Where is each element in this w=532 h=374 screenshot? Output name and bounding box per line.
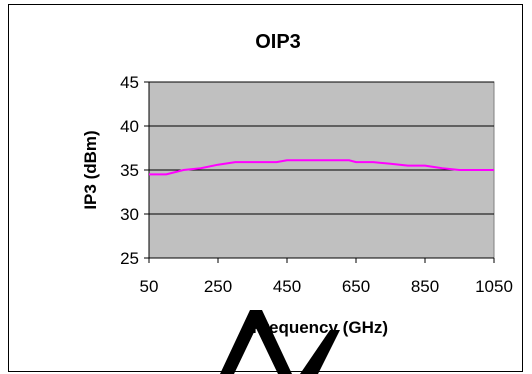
- series-line-0: [149, 159, 494, 176]
- series-layer: [149, 159, 494, 176]
- y-tick-label-25: 25: [120, 249, 139, 268]
- x-tick-label-50: 50: [140, 277, 159, 296]
- x-tick-labels: 50 250 450 650 850 1050: [140, 277, 513, 296]
- x-tick-label-1050: 1050: [475, 277, 513, 296]
- y-tick-label-35: 35: [120, 161, 139, 180]
- y-tick-label-45: 45: [120, 73, 139, 92]
- gridlines: [149, 81, 494, 215]
- y-tick-label-30: 30: [120, 205, 139, 224]
- x-tick-label-450: 450: [273, 277, 301, 296]
- y-tick-label-40: 40: [120, 117, 139, 136]
- chart-title: OIP3: [255, 31, 301, 53]
- x-axis-title: Frequency (GHz): [252, 318, 388, 337]
- watermark-graphic: [220, 310, 340, 374]
- y-axis-title: IP3 (dBm): [81, 130, 100, 209]
- axes: [144, 81, 495, 263]
- x-tick-label-250: 250: [204, 277, 232, 296]
- y-tick-labels: 25 30 35 40 45: [120, 73, 139, 268]
- x-tick-label-850: 850: [411, 277, 439, 296]
- x-tick-label-650: 650: [342, 277, 370, 296]
